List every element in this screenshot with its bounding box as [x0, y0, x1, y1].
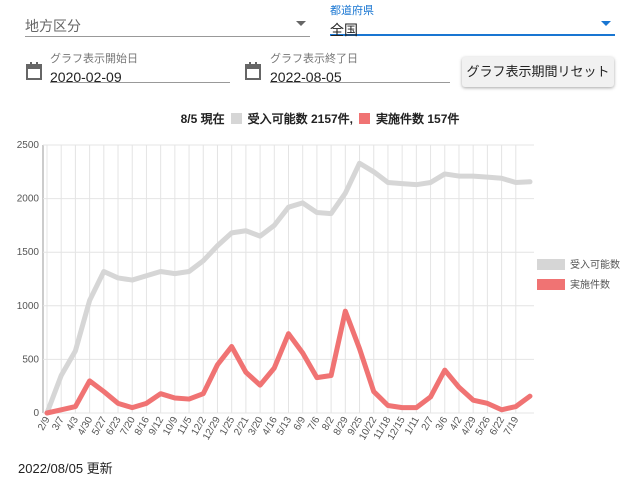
region-select[interactable]: 地方区分 — [25, 8, 310, 37]
x-tick-label: 7/19 — [502, 415, 521, 438]
series-line — [44, 160, 533, 416]
header-swatch — [359, 113, 371, 124]
calendar-icon — [26, 62, 42, 80]
legend-swatch — [537, 259, 565, 270]
x-tick-label: 2/7 — [420, 415, 437, 433]
y-tick-label: 0 — [33, 408, 39, 419]
x-tick-label: 3/7 — [50, 415, 67, 433]
end-label: グラフ表示終了日 — [270, 53, 358, 65]
y-tick-label: 1500 — [17, 247, 40, 258]
region-placeholder: 地方区分 — [25, 18, 81, 34]
prefecture-value: 全国 — [330, 22, 358, 38]
calendar-icon — [245, 62, 261, 80]
y-tick-label: 500 — [22, 354, 39, 365]
legend-label: 実施件数 — [570, 278, 610, 291]
x-tick-label: 3/6 — [434, 415, 451, 433]
end-value: 2022-08-05 — [270, 69, 342, 85]
x-tick-label: 7/6 — [306, 415, 323, 433]
dropdown-arrow — [601, 21, 611, 26]
y-tick-label: 1000 — [17, 301, 40, 312]
start-value: 2020-02-09 — [50, 69, 122, 85]
header-item: 実施件数 157件 — [376, 112, 460, 126]
legend-swatch — [537, 279, 565, 290]
chart-header: 8/5 現在 受入可能数 2157件, 実施件数 157件 — [0, 110, 640, 127]
end-date[interactable]: グラフ表示終了日 2022-08-05 — [270, 50, 450, 85]
start-label: グラフ表示開始日 — [50, 53, 138, 65]
y-tick-label: 2000 — [17, 194, 40, 205]
start-date[interactable]: グラフ表示開始日 2020-02-09 — [50, 50, 230, 85]
legend-label: 受入可能数 — [570, 258, 620, 271]
x-tick-label: 6/9 — [292, 415, 309, 433]
x-tick-label: 1/11 — [403, 415, 422, 437]
dropdown-arrow — [296, 21, 306, 26]
prefecture-select[interactable]: 都道府県 全国 — [330, 2, 615, 38]
header-swatch — [230, 113, 242, 124]
y-tick-label: 2500 — [17, 140, 40, 151]
header-date: 8/5 現在 — [180, 112, 225, 126]
chart: 050010001500200025002/93/74/34/305/276/2… — [17, 140, 620, 440]
header-item: 受入可能数 2157件, — [247, 112, 354, 126]
reset-button[interactable]: グラフ表示期間リセット — [462, 57, 614, 87]
prefecture-label: 都道府県 — [330, 5, 374, 17]
footer: 2022/08/05 更新 — [18, 461, 113, 476]
series-line — [44, 308, 533, 416]
